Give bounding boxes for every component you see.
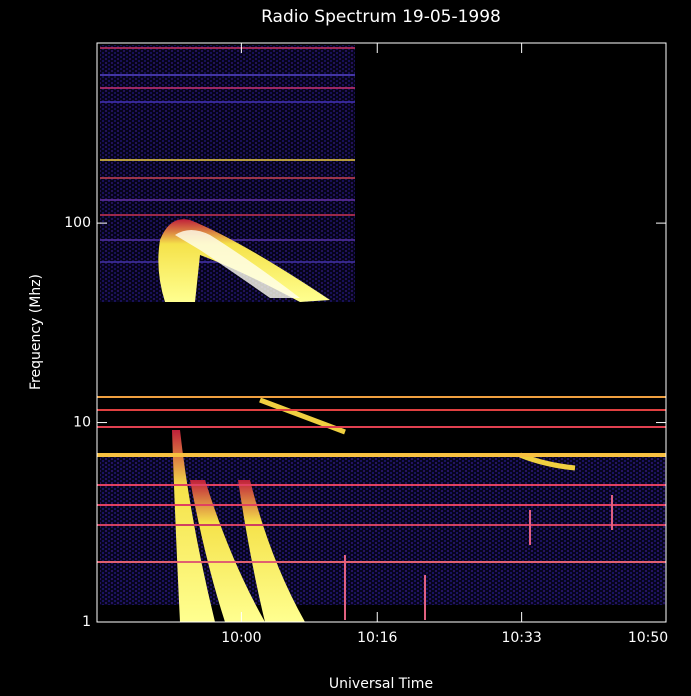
y-tick-label: 10 xyxy=(73,415,91,431)
x-tick-label: 10:00 xyxy=(221,630,261,646)
x-tick-label: 10:16 xyxy=(357,630,397,646)
y-axis-label: Frequency (Mhz) xyxy=(28,274,44,390)
y-tick-label: 1 xyxy=(82,614,91,630)
y-tick-label: 100 xyxy=(64,215,91,231)
plot-frame xyxy=(96,42,667,623)
chart-title: Radio Spectrum 19-05-1998 xyxy=(261,7,501,27)
spectrogram-image xyxy=(97,45,666,622)
x-tick-label: 10:50 xyxy=(628,630,668,646)
x-tick-label: 10:33 xyxy=(501,630,541,646)
x-axis-label: Universal Time xyxy=(329,676,433,692)
